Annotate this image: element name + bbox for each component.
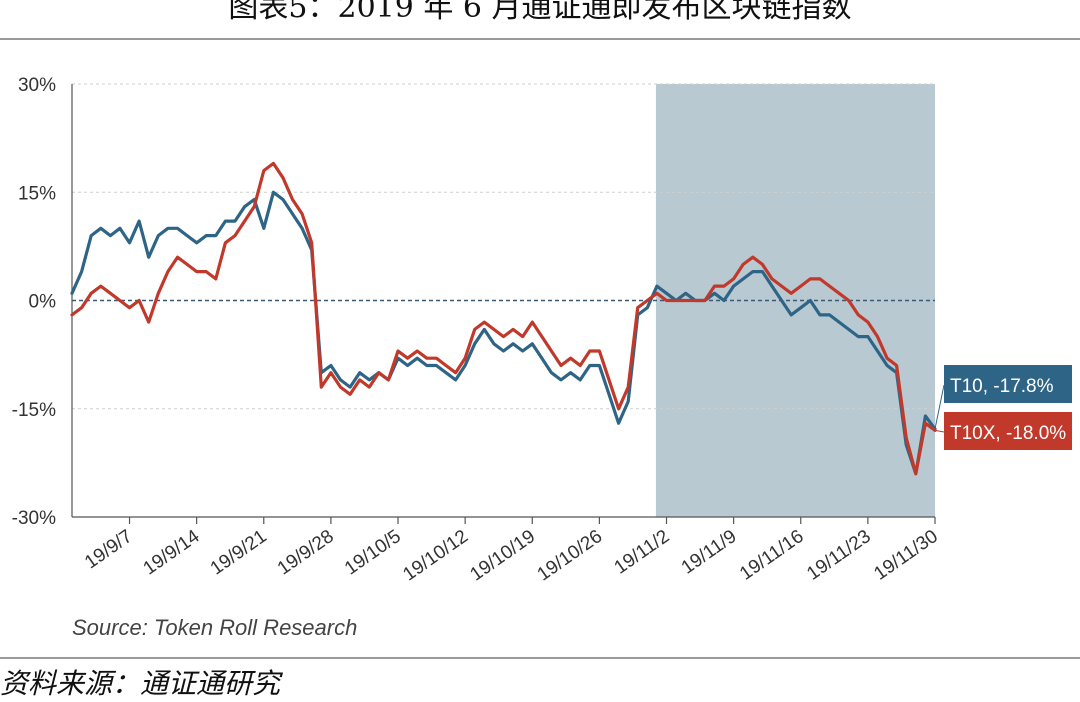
x-tick-label: 19/10/26 [534,526,607,586]
series-line-t10 [70,190,937,476]
chart-source-label: Source: Token Roll Research [72,615,357,640]
y-tick-label: 15% [18,183,56,204]
end-label-box [944,365,1072,403]
source-note: 资料来源：通证通研究 [0,667,281,700]
x-tick-label: 19/11/2 [611,526,674,579]
end-label-text: T10, -17.8% [950,376,1054,397]
x-tick-label: 19/9/21 [207,526,271,580]
y-tick-label: 30% [18,75,56,96]
series-layer [70,161,937,476]
bottom-divider [0,657,1080,659]
x-tick-label: 19/9/7 [81,526,136,574]
x-tick-label: 19/11/9 [678,526,741,579]
series-line-t10x [70,161,937,476]
line-chart: 30% 15% 0% -15% -30% 19/9/7 19/9/14 19/9/21 19/9… [12,75,1072,640]
top-divider [0,38,1080,40]
y-tick-label: 0% [29,292,57,313]
end-label-box [944,412,1072,450]
x-tick-label: 19/9/14 [140,526,204,580]
x-tick-label: 19/11/30 [870,526,941,585]
end-label-leader [934,429,945,433]
y-tick-label: -15% [12,400,56,421]
x-tick-label: 19/10/12 [399,526,472,586]
end-label-layer: T10, -17.8% T10X, -18.0% [934,365,1072,450]
gridline-layer [72,83,935,410]
x-tick-label: 19/9/28 [274,526,338,580]
x-tick-label: 19/10/19 [466,526,539,586]
page-title: 图表5：2019 年 6 月通证通即发布区块链指数 [228,0,852,25]
x-tick-label: 19/10/5 [341,526,405,580]
end-label-text: T10X, -18.0% [950,423,1066,444]
x-tick-label: 19/11/16 [736,526,807,585]
y-tick-label: -30% [12,508,56,529]
x-tick-label: 19/11/23 [803,526,874,585]
end-label-leader [934,384,945,430]
